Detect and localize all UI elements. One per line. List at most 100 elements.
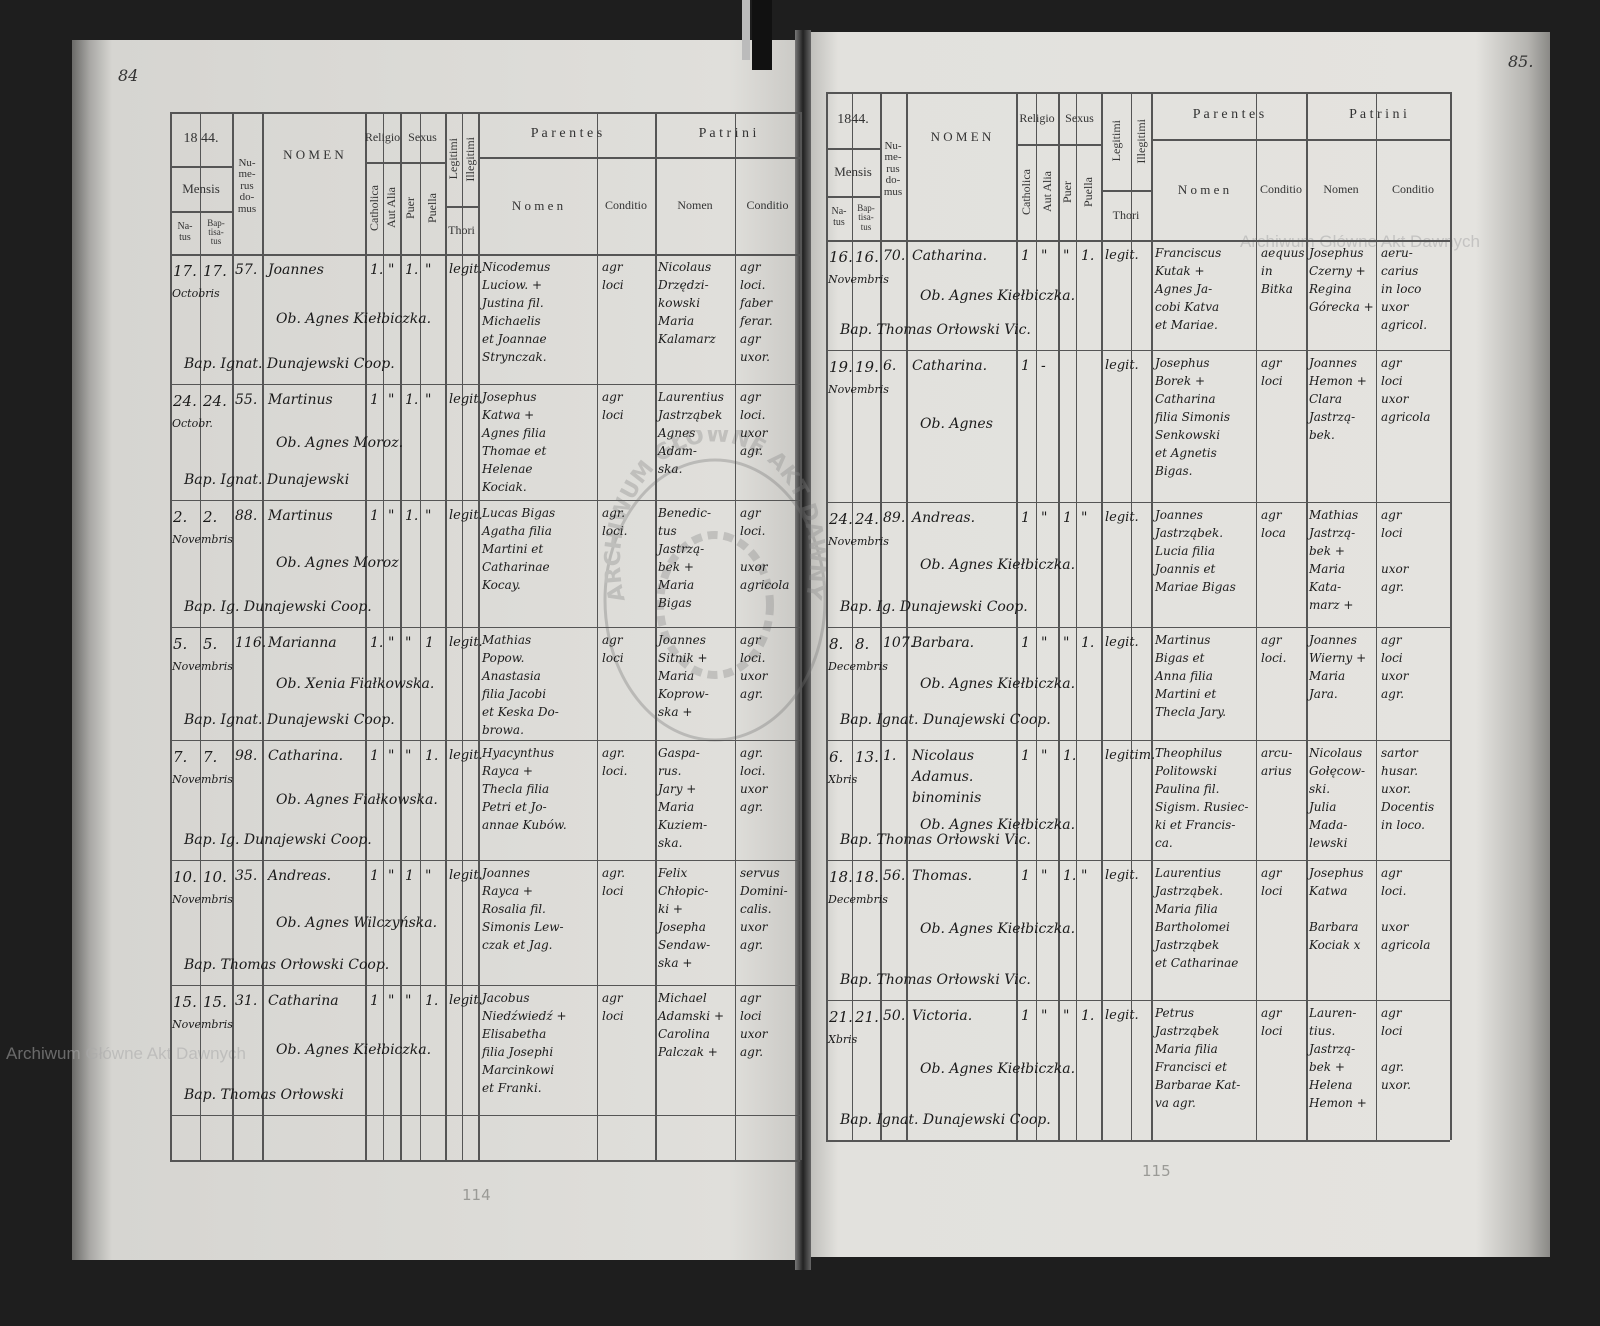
month: Decembris	[828, 893, 888, 906]
date-baptisatus: 16.	[855, 248, 879, 266]
rule-line	[170, 1160, 800, 1161]
midwife: Ob. Xenia Fiałkowska.	[276, 676, 435, 693]
rule-line	[1306, 92, 1308, 1140]
mark-column: 1	[1021, 510, 1030, 526]
mark-column: 1	[1021, 748, 1030, 764]
mark-column: "	[1041, 868, 1048, 884]
mark-column: 1.	[370, 262, 384, 278]
binding-clip	[742, 0, 750, 60]
mark-column: 1.	[1063, 868, 1077, 884]
header-legitimi: Legitimi	[1101, 92, 1131, 190]
register-entry-row: 7. 7. Novembris 98. Catharina. 1 " " 1. legit. Ob.…	[170, 740, 800, 860]
midwife: Ob. Agnes Kiełbiczka.	[276, 310, 432, 327]
mark-column: 1	[370, 748, 379, 764]
header-catholica-text: Catholica	[366, 184, 381, 231]
parents-condition: agr. loci.	[602, 746, 628, 778]
child-name: Martinus	[268, 392, 333, 408]
mark-column: 1	[405, 868, 414, 884]
date-baptisatus: 8.	[855, 635, 870, 653]
mark-column: 1	[370, 993, 379, 1009]
mark-column: 1.	[370, 635, 384, 651]
rule-line	[1016, 143, 1101, 146]
rule-line	[170, 112, 172, 1160]
mark-column: 1	[1021, 248, 1030, 264]
mark-column: 1	[1021, 358, 1030, 374]
baptizer: Bap. Ig. Dunajewski Coop.	[840, 599, 1028, 615]
parents-condition: agr loci	[602, 991, 624, 1023]
month: Novembris	[172, 533, 233, 546]
parents-condition: agr loci.	[1261, 633, 1287, 665]
mark-column: 1.	[1081, 248, 1095, 264]
mark-column: "	[1081, 510, 1088, 526]
legitimacy: legit.	[449, 748, 483, 763]
godparents-names: Benedic- tus Jastrzą- bek + Maria Bigas	[658, 506, 712, 610]
godparents-condition: agr loci uxor agr.	[740, 991, 768, 1059]
rule-line	[826, 92, 1450, 94]
header-illegitimi: Illegitimi	[1131, 92, 1151, 190]
header-sexus: Sexus	[1065, 110, 1094, 125]
midwife: Ob. Agnes Kiełbiczka.	[920, 920, 1076, 937]
rule-line	[170, 627, 800, 628]
baptizer: Bap. Thomas Orłowski Vic.	[840, 972, 1031, 988]
header-puer: Puer	[1058, 144, 1076, 240]
date-natus: 19.	[829, 358, 853, 376]
register-table-right: 1844. Mensis Na- tus Bap- tisa- tus Nu- me- …	[826, 92, 1452, 1142]
godparents-condition: agr loci uxor agr.	[1381, 508, 1409, 594]
archive-stamp: ARCHIWUM GŁÓWNE AKT DAWNYCH	[585, 430, 829, 742]
mark-column: 1.	[1081, 1008, 1095, 1024]
date-baptisatus: 24.	[203, 392, 227, 410]
register-entry-row: 19. 19. Novembris 6. Catharina. 1- legit. Ob. A…	[826, 350, 1450, 502]
legitimacy: legit.	[1105, 358, 1139, 373]
rule-line	[462, 112, 463, 1160]
house-number: 55.	[235, 392, 258, 408]
watermark-left: Archiwum Główne Akt Dawnych	[6, 1044, 246, 1063]
header-natus: Na- tus	[831, 206, 847, 228]
month: Novembris	[172, 660, 233, 673]
child-name: Martinus	[268, 508, 333, 524]
house-number: 35.	[235, 868, 258, 884]
midwife: Ob. Agnes Kiełbiczka.	[920, 556, 1076, 573]
header-patrini: P a t r i n i	[698, 126, 757, 142]
mark-column: 1.	[1081, 635, 1095, 651]
date-natus: 24.	[829, 510, 853, 528]
date-natus: 10.	[173, 868, 197, 886]
header-year: 1844.	[837, 111, 869, 127]
parents-names: Lucas Bigas Agatha filia Martini et Cath…	[482, 506, 556, 592]
godparents-condition: aeru- carius in loco uxor agricol.	[1381, 246, 1428, 332]
left-page	[72, 40, 802, 1260]
rule-line	[1256, 92, 1257, 1140]
child-name: Andreas.	[912, 510, 976, 526]
header-patrini-conditio: Conditio	[1391, 182, 1434, 197]
parents-names: Petrus Jastrząbek Maria filia Francisci …	[1155, 1006, 1241, 1110]
legitimacy: legit.	[449, 635, 483, 650]
house-number: 70.	[883, 248, 906, 264]
mark-column: "	[1063, 248, 1070, 264]
parents-names: Franciscus Kutak + Agnes Ja- cobi Katva …	[1155, 246, 1222, 332]
parents-condition: agr loca	[1261, 508, 1286, 540]
mark-column: "	[388, 635, 395, 651]
rule-line	[1101, 92, 1103, 1140]
page-number-right: 85.	[1508, 52, 1534, 71]
house-number: 6.	[883, 358, 897, 374]
date-natus: 2.	[173, 508, 188, 526]
parents-names: Laurentius Jastrząbek. Maria filia Barth…	[1155, 866, 1239, 970]
godparents-condition: sartor husar. uxor. Docentis in loco.	[1381, 746, 1435, 832]
register-entry-row: 15. 15. Novembris 31. Catharina 1 " " 1. legit. Ob…	[170, 985, 800, 1115]
mark-column: 1.	[405, 508, 419, 524]
date-baptisatus: 21.	[855, 1008, 879, 1026]
mark-column: "	[1041, 1008, 1048, 1024]
parents-condition: agr loci	[1261, 866, 1283, 898]
register-entry-row: 24. 24. Octobr. 55. Martinus 1 " 1. " legit. Ob. A…	[170, 384, 800, 500]
rule-line	[826, 148, 880, 151]
rule-line	[170, 1115, 800, 1116]
mark-column: 1	[1021, 1008, 1030, 1024]
header-catholica: Catholica	[1016, 144, 1036, 240]
legitimacy: legit.	[1105, 1008, 1139, 1023]
pencil-folio-right: 115	[1142, 1162, 1171, 1180]
date-natus: 7.	[173, 748, 188, 766]
parents-names: Mathias Popow. Anastasia filia Jacobi et…	[482, 633, 559, 737]
header-baptisatus: Bap- tisa- tus	[857, 202, 875, 232]
header-patrini-nomen: Nomen	[677, 198, 713, 213]
rule-line	[1016, 92, 1018, 1140]
legitimacy: legit.	[1105, 635, 1139, 650]
